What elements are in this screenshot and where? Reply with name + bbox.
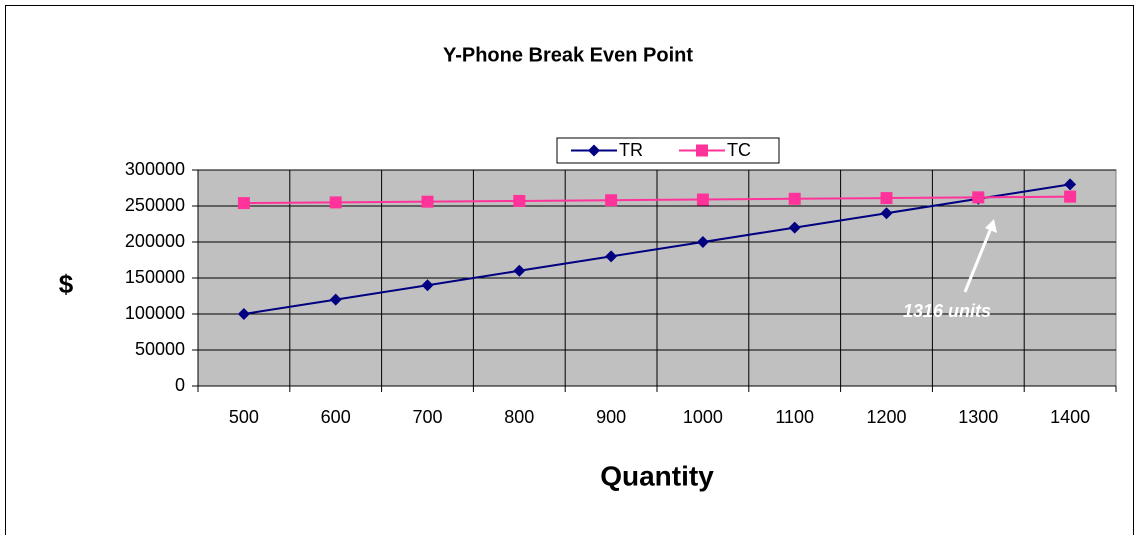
marker (1064, 190, 1077, 203)
marker (788, 221, 801, 234)
legend-label: TR (619, 140, 643, 160)
y-tick-label: 300000 (125, 159, 185, 179)
y-axis-label: $ (59, 269, 74, 299)
x-axis-label: Quantity (600, 460, 714, 491)
series-line (243, 183, 1071, 315)
marker (329, 196, 342, 209)
x-tick-label: 800 (504, 407, 534, 427)
marker (696, 144, 708, 157)
marker (880, 207, 893, 220)
marker (1064, 178, 1077, 191)
marker (421, 195, 434, 208)
annotation-arrowhead (984, 219, 997, 233)
x-tick-label: 500 (229, 407, 259, 427)
y-tick-label: 150000 (125, 267, 185, 287)
x-tick-label: 1000 (683, 407, 723, 427)
legend-label: TC (727, 140, 751, 160)
x-tick-label: 1200 (866, 407, 906, 427)
marker (329, 293, 342, 306)
y-tick-label: 100000 (125, 303, 185, 323)
marker (513, 194, 526, 207)
marker (972, 191, 985, 204)
annotation-arrow (963, 227, 993, 293)
y-tick-label: 250000 (125, 195, 185, 215)
annotation: 1316 units (903, 301, 991, 321)
x-tick-label: 1400 (1050, 407, 1090, 427)
series-line (243, 195, 1071, 205)
marker (237, 197, 250, 210)
marker (588, 144, 600, 157)
marker (696, 193, 709, 206)
marker (880, 192, 893, 205)
marker (605, 194, 618, 207)
x-tick-label: 1300 (958, 407, 998, 427)
marker (237, 308, 250, 320)
legend: TR TC (556, 137, 780, 164)
x-tick-label: 700 (412, 407, 442, 427)
y-tick-label: 0 (175, 375, 185, 395)
marker (788, 192, 801, 205)
x-tick-label: 1100 (775, 407, 814, 427)
y-tick-label: 200000 (125, 231, 185, 251)
x-tick-label: 900 (596, 407, 626, 427)
marker (696, 236, 709, 248)
y-tick-label: 50000 (135, 339, 185, 359)
marker (605, 250, 618, 263)
marker (513, 264, 526, 277)
x-tick-label: 600 (321, 407, 351, 427)
marker (421, 279, 434, 292)
chart-title: Y-Phone Break Even Point (443, 44, 693, 66)
